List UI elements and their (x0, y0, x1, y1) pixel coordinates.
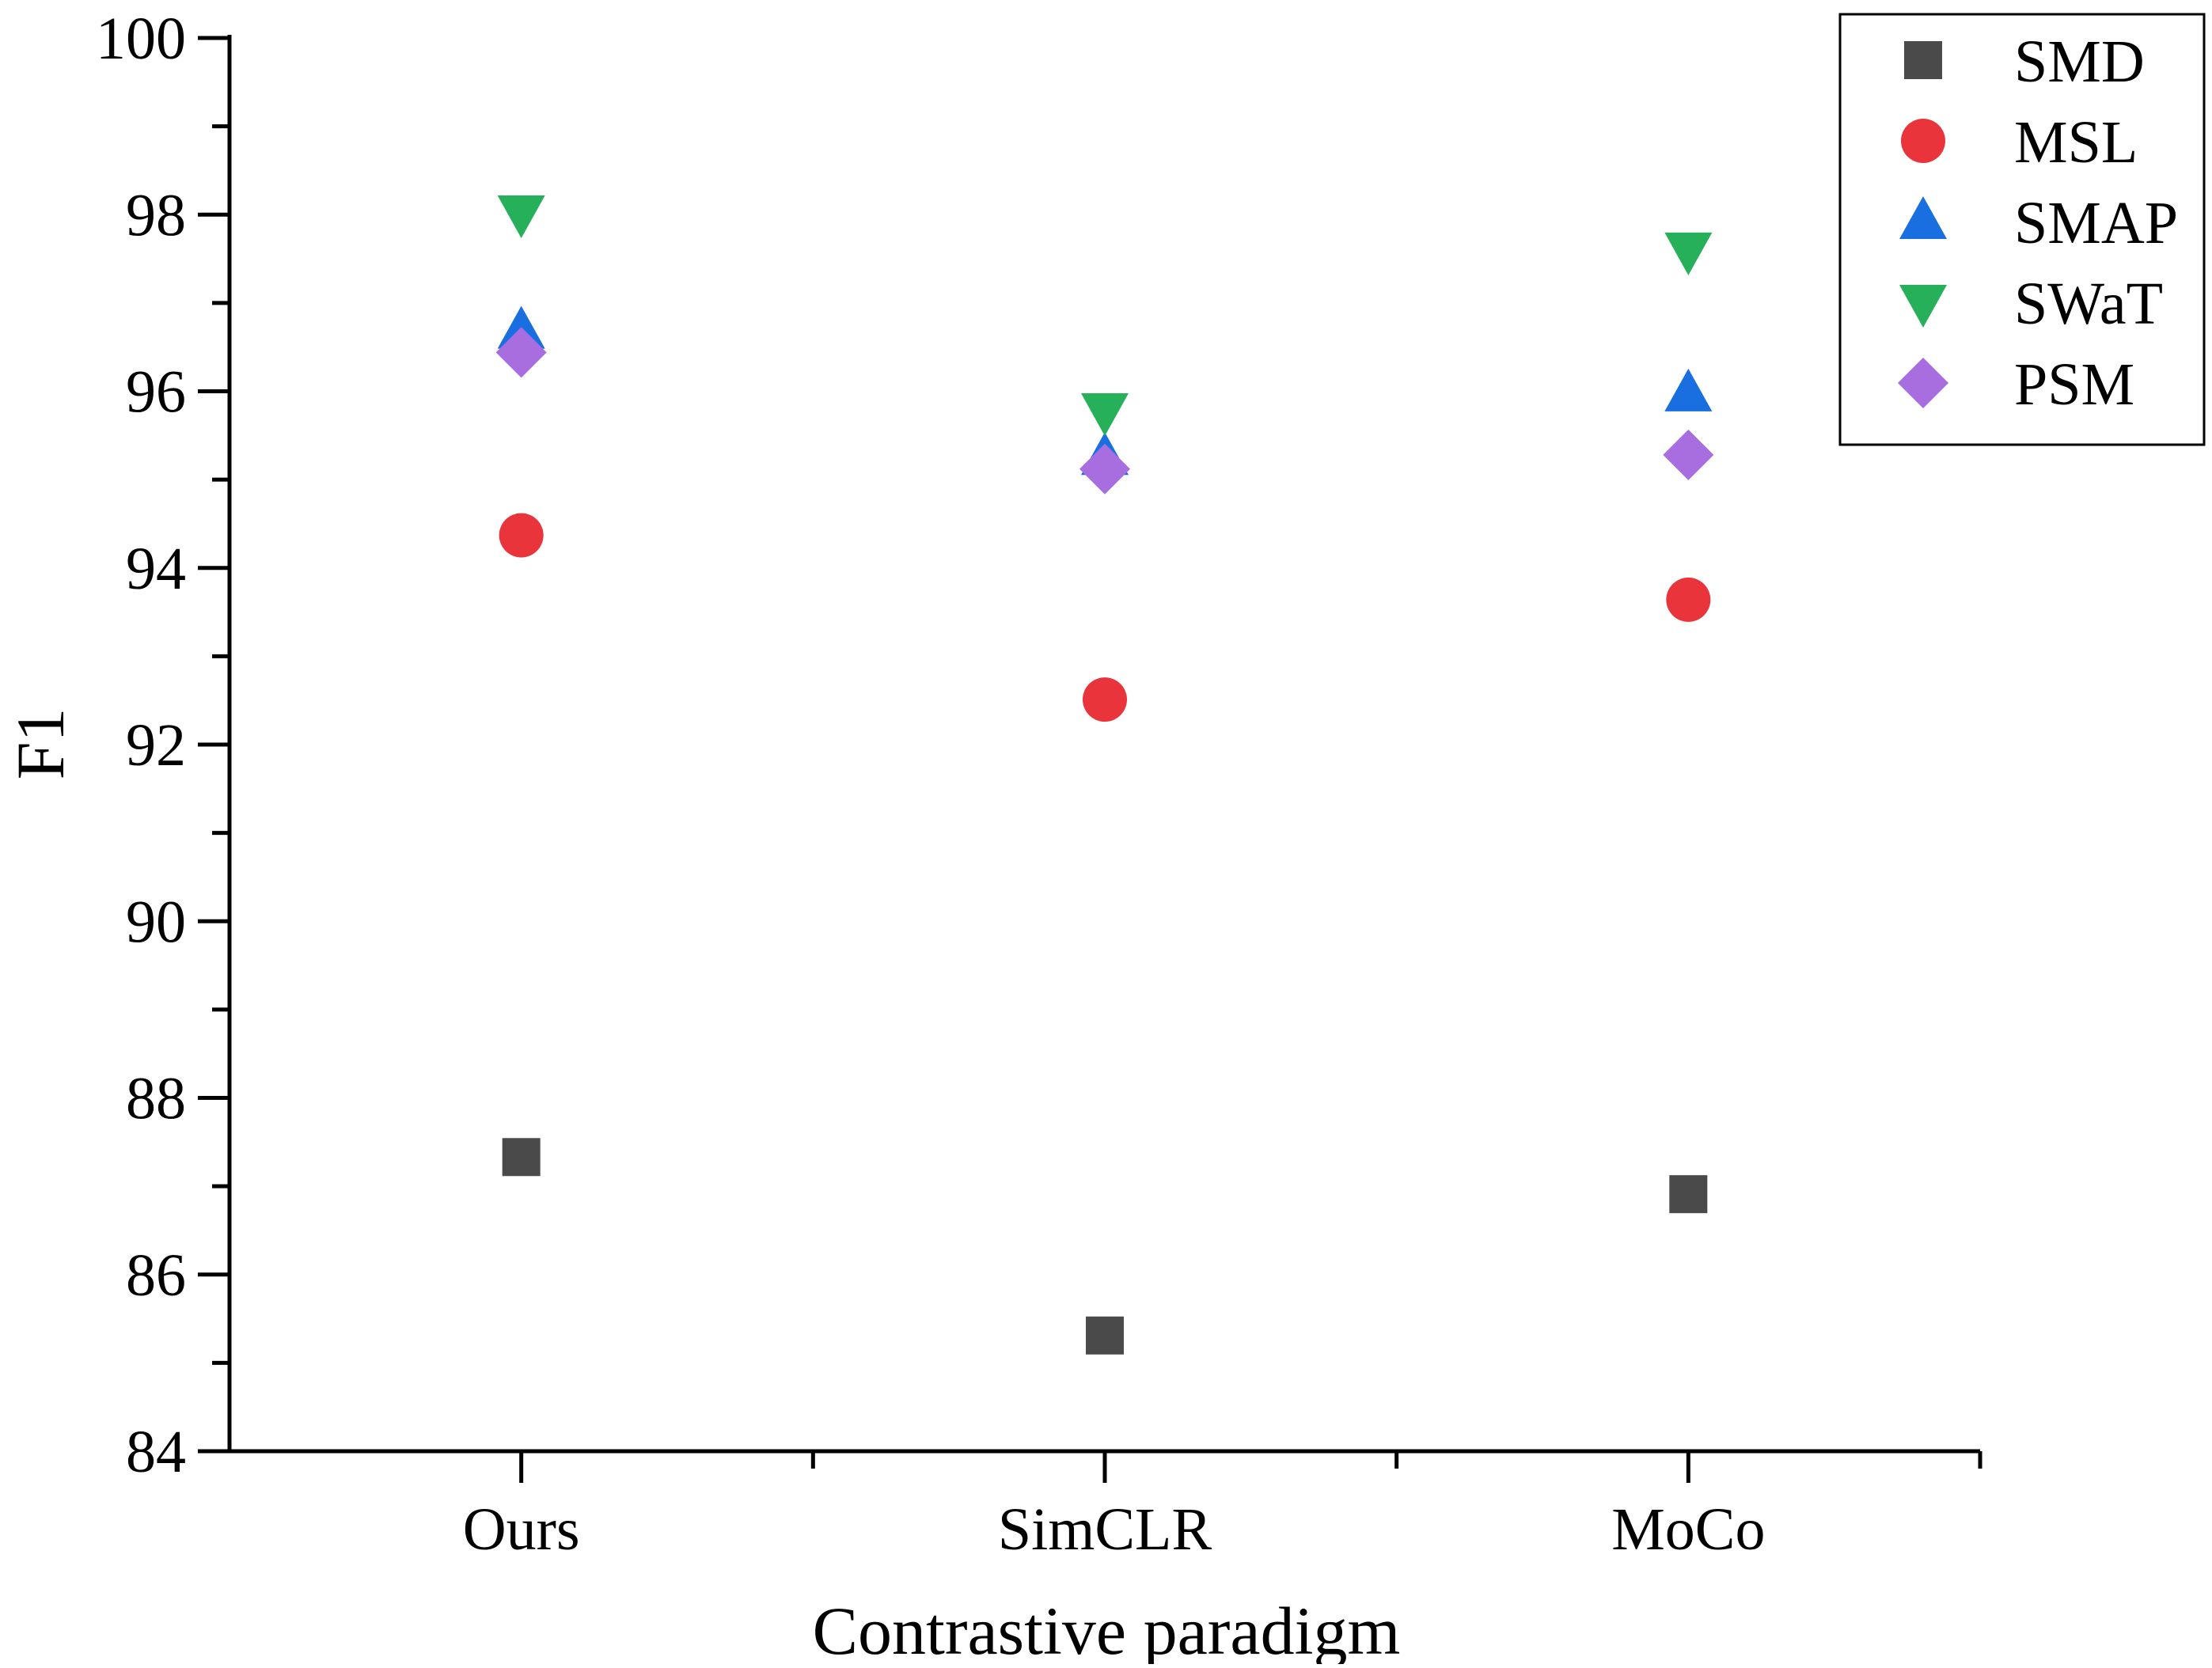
smd-point-ours (502, 1138, 541, 1177)
legend-label-smd: SMD (2014, 28, 2145, 95)
axes (227, 35, 1980, 1454)
smd-point-moco (1669, 1175, 1708, 1214)
psm-point-simclr (1079, 443, 1130, 495)
x-axis-title: Contrastive paradigm (813, 1593, 1401, 1664)
psm-point-moco (1663, 429, 1714, 480)
x-tick-label: MoCo (1611, 1496, 1765, 1563)
legend-label-psm: PSM (2014, 351, 2134, 418)
y-tick-label: 86 (126, 1242, 186, 1309)
smap-point-moco (1664, 368, 1713, 411)
legend-marker-smd (1904, 41, 1942, 79)
data-points (495, 195, 1714, 1355)
msl-point-ours (499, 513, 544, 558)
legend-label-swat: SWaT (2014, 271, 2163, 337)
legend-marker-msl (1901, 119, 1945, 163)
legend: SMD MSL SMAP SWaT PSM (1838, 13, 2206, 446)
msl-point-moco (1666, 577, 1711, 622)
psm-point-ours (495, 327, 547, 378)
legend-label-msl: MSL (2014, 109, 2138, 176)
legend-marker-smap (1899, 196, 1947, 239)
x-tick-label: SimCLR (998, 1496, 1212, 1563)
swat-point-simclr (1081, 393, 1129, 437)
y-tick-label: 88 (126, 1066, 186, 1132)
y-tick-label: 98 (126, 182, 186, 248)
ticks: 84 86 88 90 92 94 96 98 100 Ours SimCLR MoCo (96, 6, 1982, 1563)
msl-point-simclr (1083, 677, 1127, 722)
y-tick-label: 90 (126, 889, 186, 955)
legend-marker-swat (1899, 285, 1947, 328)
x-tick-label: Ours (463, 1496, 580, 1563)
y-tick-label: 92 (126, 712, 186, 779)
y-tick-label: 100 (96, 6, 186, 72)
smd-point-simclr (1086, 1316, 1124, 1355)
y-axis-title: F1 (2, 708, 78, 780)
y-tick-label: 84 (126, 1419, 186, 1485)
y-tick-label: 94 (126, 536, 186, 602)
legend-box (1838, 13, 2206, 446)
legend-marker-psm (1898, 358, 1948, 408)
swat-point-ours (497, 195, 545, 239)
swat-point-moco (1664, 232, 1713, 275)
y-tick-label: 96 (126, 359, 186, 426)
legend-label-smap: SMAP (2014, 190, 2178, 256)
